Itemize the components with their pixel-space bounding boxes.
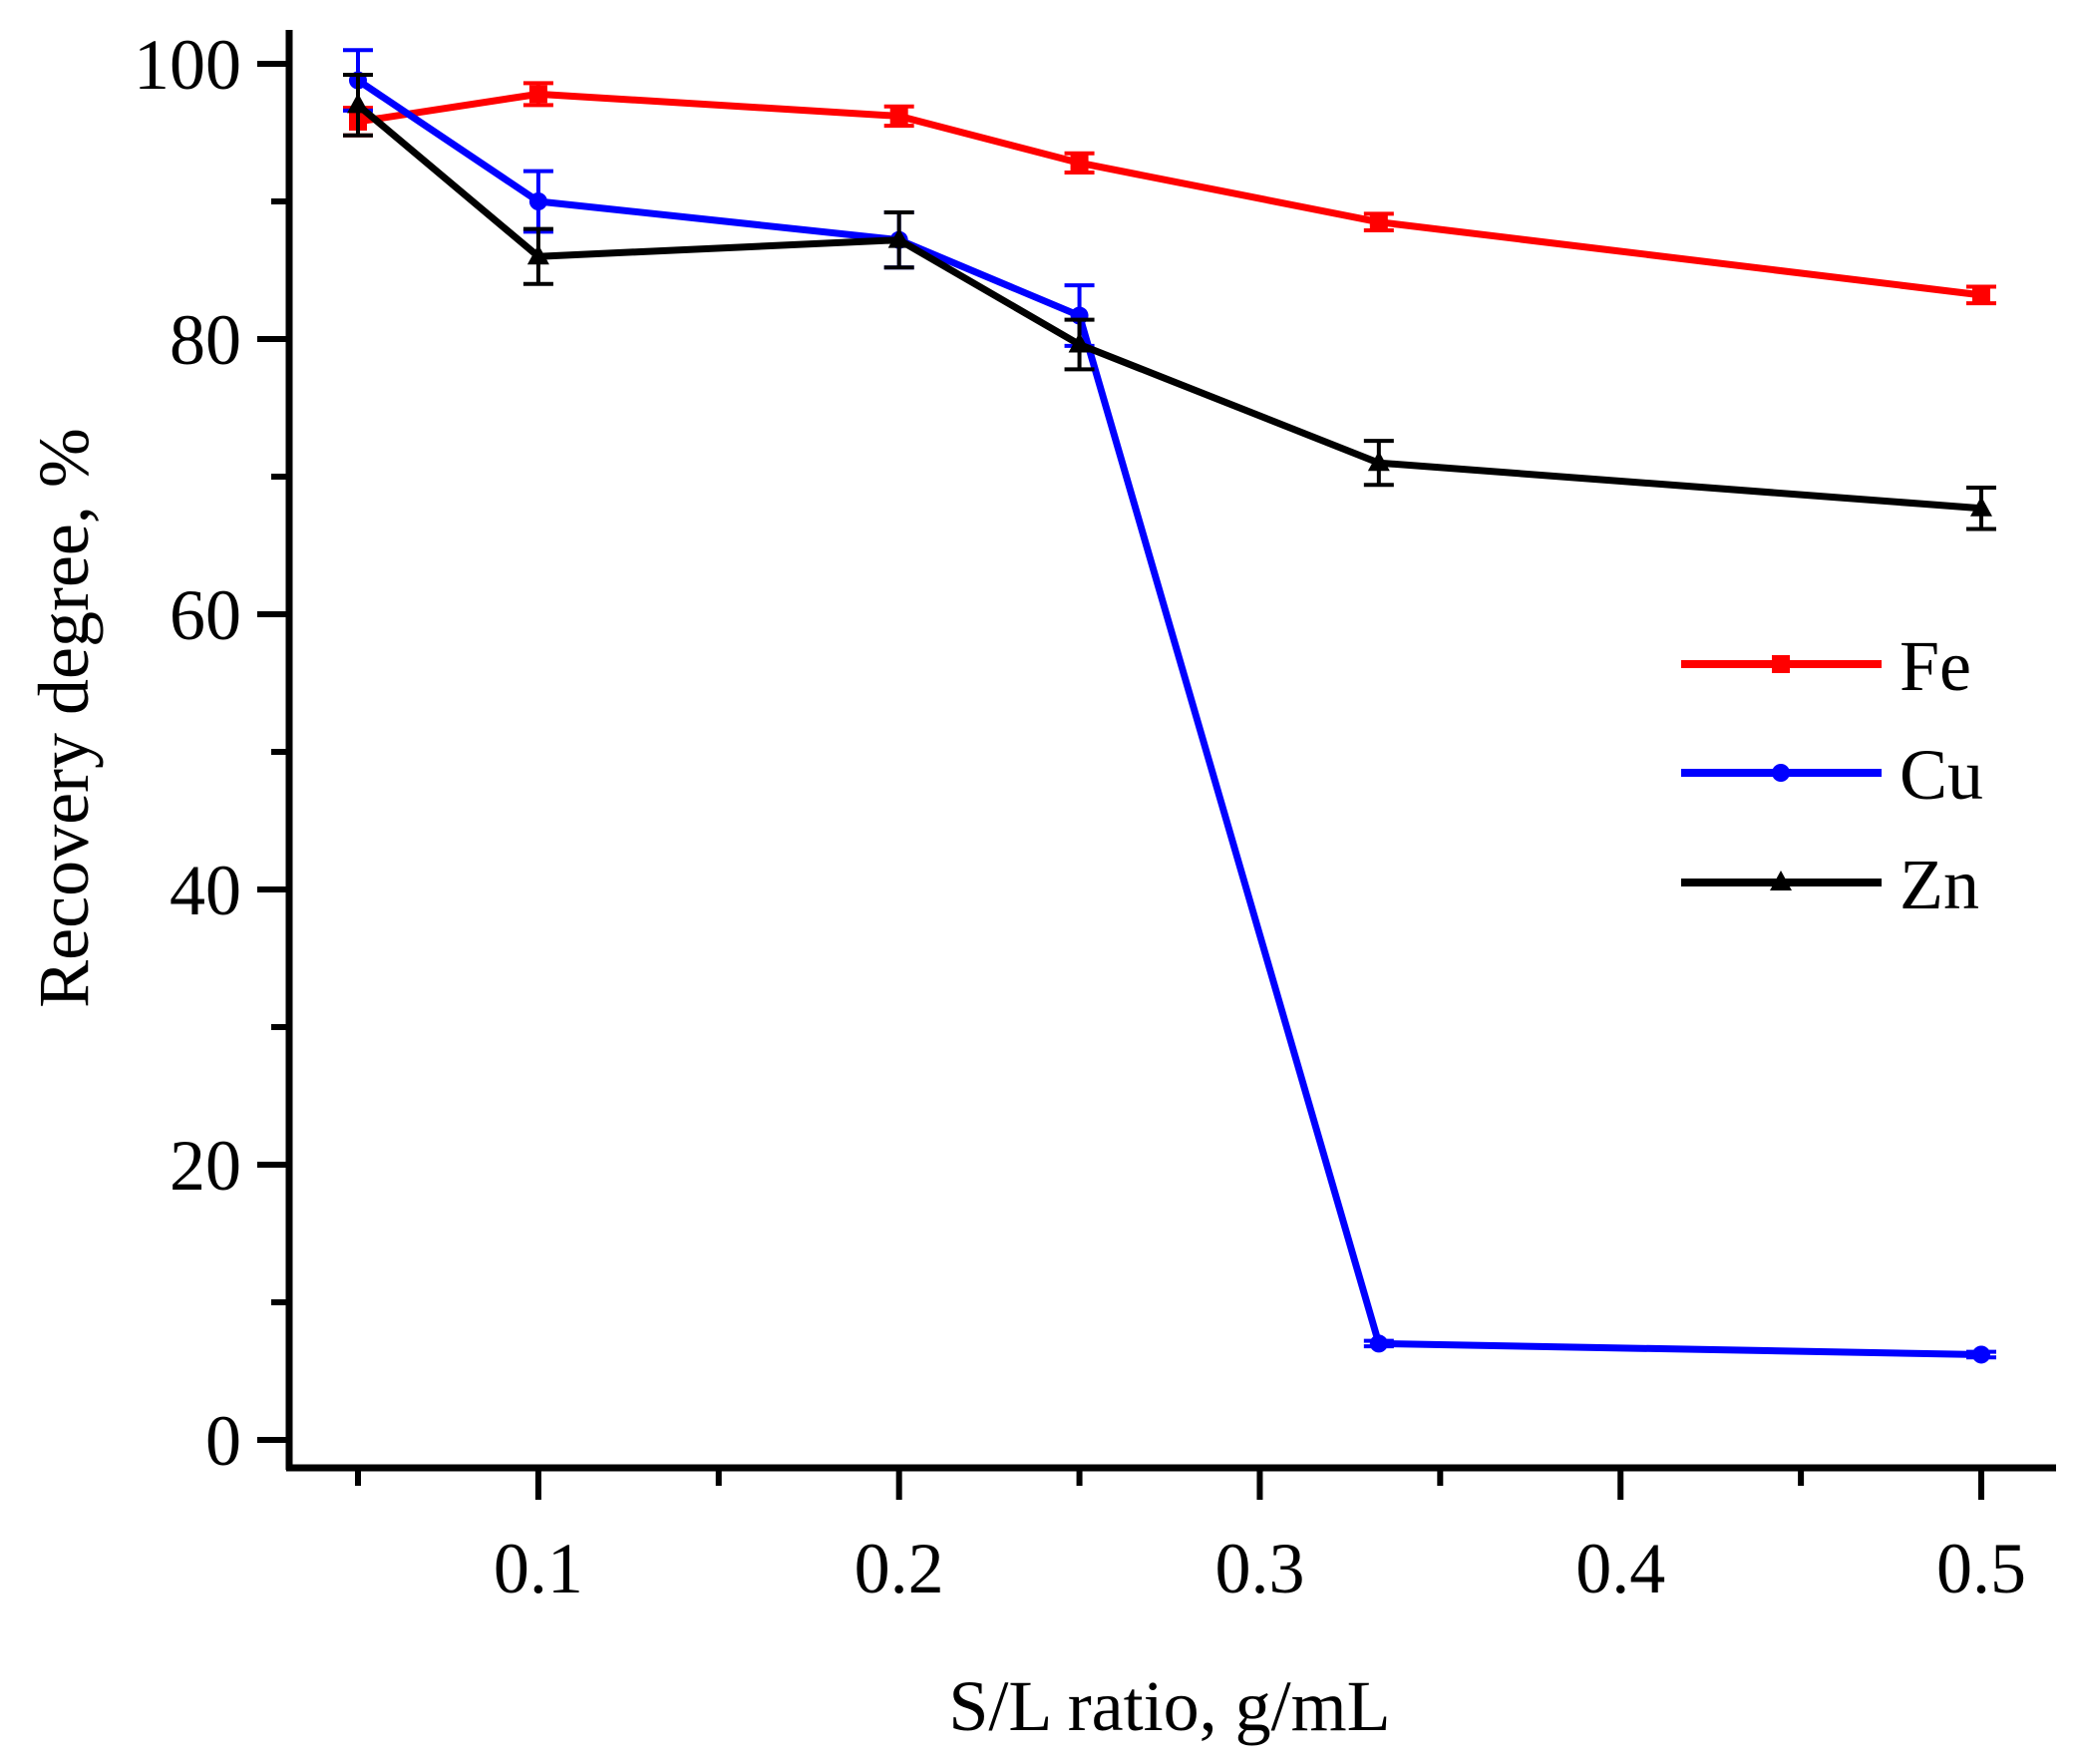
series-line (355, 102, 1982, 513)
series-zn (343, 73, 1996, 531)
y-axis-title: Recovery degree, % (24, 428, 104, 1008)
y-tick-label: 20 (170, 1126, 241, 1206)
data-point (1068, 332, 1091, 353)
legend-marker (1770, 871, 1792, 890)
data-point (1369, 1334, 1388, 1353)
x-tick-label: 0.3 (1214, 1529, 1304, 1608)
data-point (1972, 285, 1990, 304)
legend-label: Fe (1900, 626, 1971, 706)
legend-label: Zn (1900, 845, 1979, 924)
legend: Fe Cu Zn (1681, 626, 1983, 924)
series-fe (343, 81, 1996, 306)
x-axis-title: S/L ratio, g/mL (948, 1666, 1390, 1746)
y-tick-label: 60 (170, 575, 241, 655)
data-point (528, 85, 547, 104)
x-tick-label: 0.1 (494, 1529, 583, 1608)
data-point (1369, 212, 1388, 231)
legend-label: Cu (1900, 735, 1983, 815)
legend-marker (1772, 764, 1790, 782)
series-layer (343, 48, 1996, 1364)
data-point (1367, 451, 1390, 472)
series-line (357, 90, 1982, 299)
data-point (1972, 1345, 1990, 1364)
x-tick-label: 0.5 (1936, 1529, 2026, 1608)
data-point (347, 93, 369, 114)
legend-entry-cu: Cu (1681, 735, 1983, 815)
legend-entry-fe: Fe (1681, 626, 1971, 706)
x-tick-label: 0.4 (1575, 1529, 1665, 1608)
x-tick-label: 0.2 (855, 1529, 944, 1608)
data-point (1070, 154, 1089, 173)
series-line (356, 77, 1982, 1358)
legend-entry-zn: Zn (1681, 845, 1979, 924)
axes: 0 20 40 60 80 100 0.1 0.2 0.3 0.4 0.5 (134, 25, 2056, 1608)
y-tick-label: 40 (170, 851, 241, 930)
series-cu (343, 48, 1996, 1364)
data-point (889, 107, 908, 126)
data-point (526, 244, 549, 265)
data-point (1970, 496, 1992, 517)
y-tick-label: 0 (205, 1401, 241, 1481)
y-tick-label: 80 (170, 300, 241, 380)
data-point (887, 227, 910, 248)
y-tick-label: 100 (134, 25, 241, 105)
data-point (528, 192, 547, 210)
legend-marker (1772, 655, 1790, 673)
